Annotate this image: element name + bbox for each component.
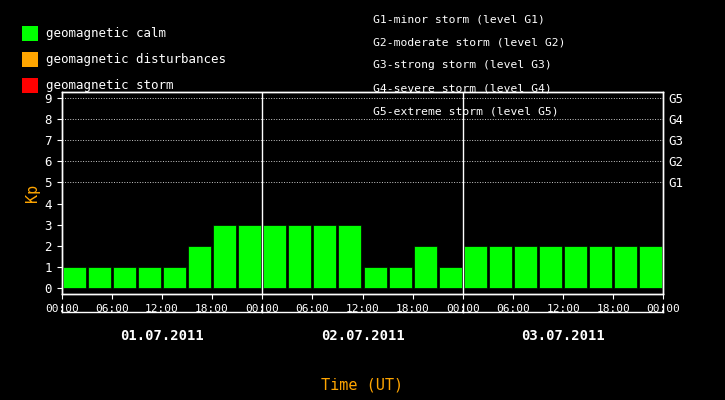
- Bar: [339, 224, 362, 288]
- Bar: [414, 246, 436, 288]
- Bar: [363, 267, 386, 288]
- Bar: [389, 267, 412, 288]
- Bar: [88, 267, 111, 288]
- Text: 01.07.2011: 01.07.2011: [120, 329, 204, 343]
- Bar: [62, 267, 86, 288]
- Bar: [138, 267, 161, 288]
- Y-axis label: Kp: Kp: [25, 184, 40, 202]
- Bar: [589, 246, 612, 288]
- Bar: [539, 246, 562, 288]
- Bar: [313, 224, 336, 288]
- Text: G3-strong storm (level G3): G3-strong storm (level G3): [373, 60, 552, 70]
- Text: 03.07.2011: 03.07.2011: [521, 329, 605, 343]
- Text: G1-minor storm (level G1): G1-minor storm (level G1): [373, 14, 545, 24]
- Bar: [113, 267, 136, 288]
- Text: geomagnetic storm: geomagnetic storm: [46, 79, 174, 92]
- Text: 02.07.2011: 02.07.2011: [320, 329, 405, 343]
- Text: G4-severe storm (level G4): G4-severe storm (level G4): [373, 84, 552, 94]
- Bar: [464, 246, 487, 288]
- Text: Time (UT): Time (UT): [321, 377, 404, 392]
- Bar: [564, 246, 587, 288]
- Text: geomagnetic calm: geomagnetic calm: [46, 27, 167, 40]
- Bar: [238, 224, 261, 288]
- Bar: [489, 246, 512, 288]
- Bar: [614, 246, 637, 288]
- Text: G5-extreme storm (level G5): G5-extreme storm (level G5): [373, 107, 559, 117]
- Bar: [289, 224, 311, 288]
- Bar: [514, 246, 537, 288]
- Bar: [188, 246, 211, 288]
- Text: G2-moderate storm (level G2): G2-moderate storm (level G2): [373, 37, 566, 47]
- Bar: [639, 246, 663, 288]
- Bar: [263, 224, 286, 288]
- Bar: [439, 267, 462, 288]
- Bar: [163, 267, 186, 288]
- Text: geomagnetic disturbances: geomagnetic disturbances: [46, 53, 226, 66]
- Bar: [213, 224, 236, 288]
